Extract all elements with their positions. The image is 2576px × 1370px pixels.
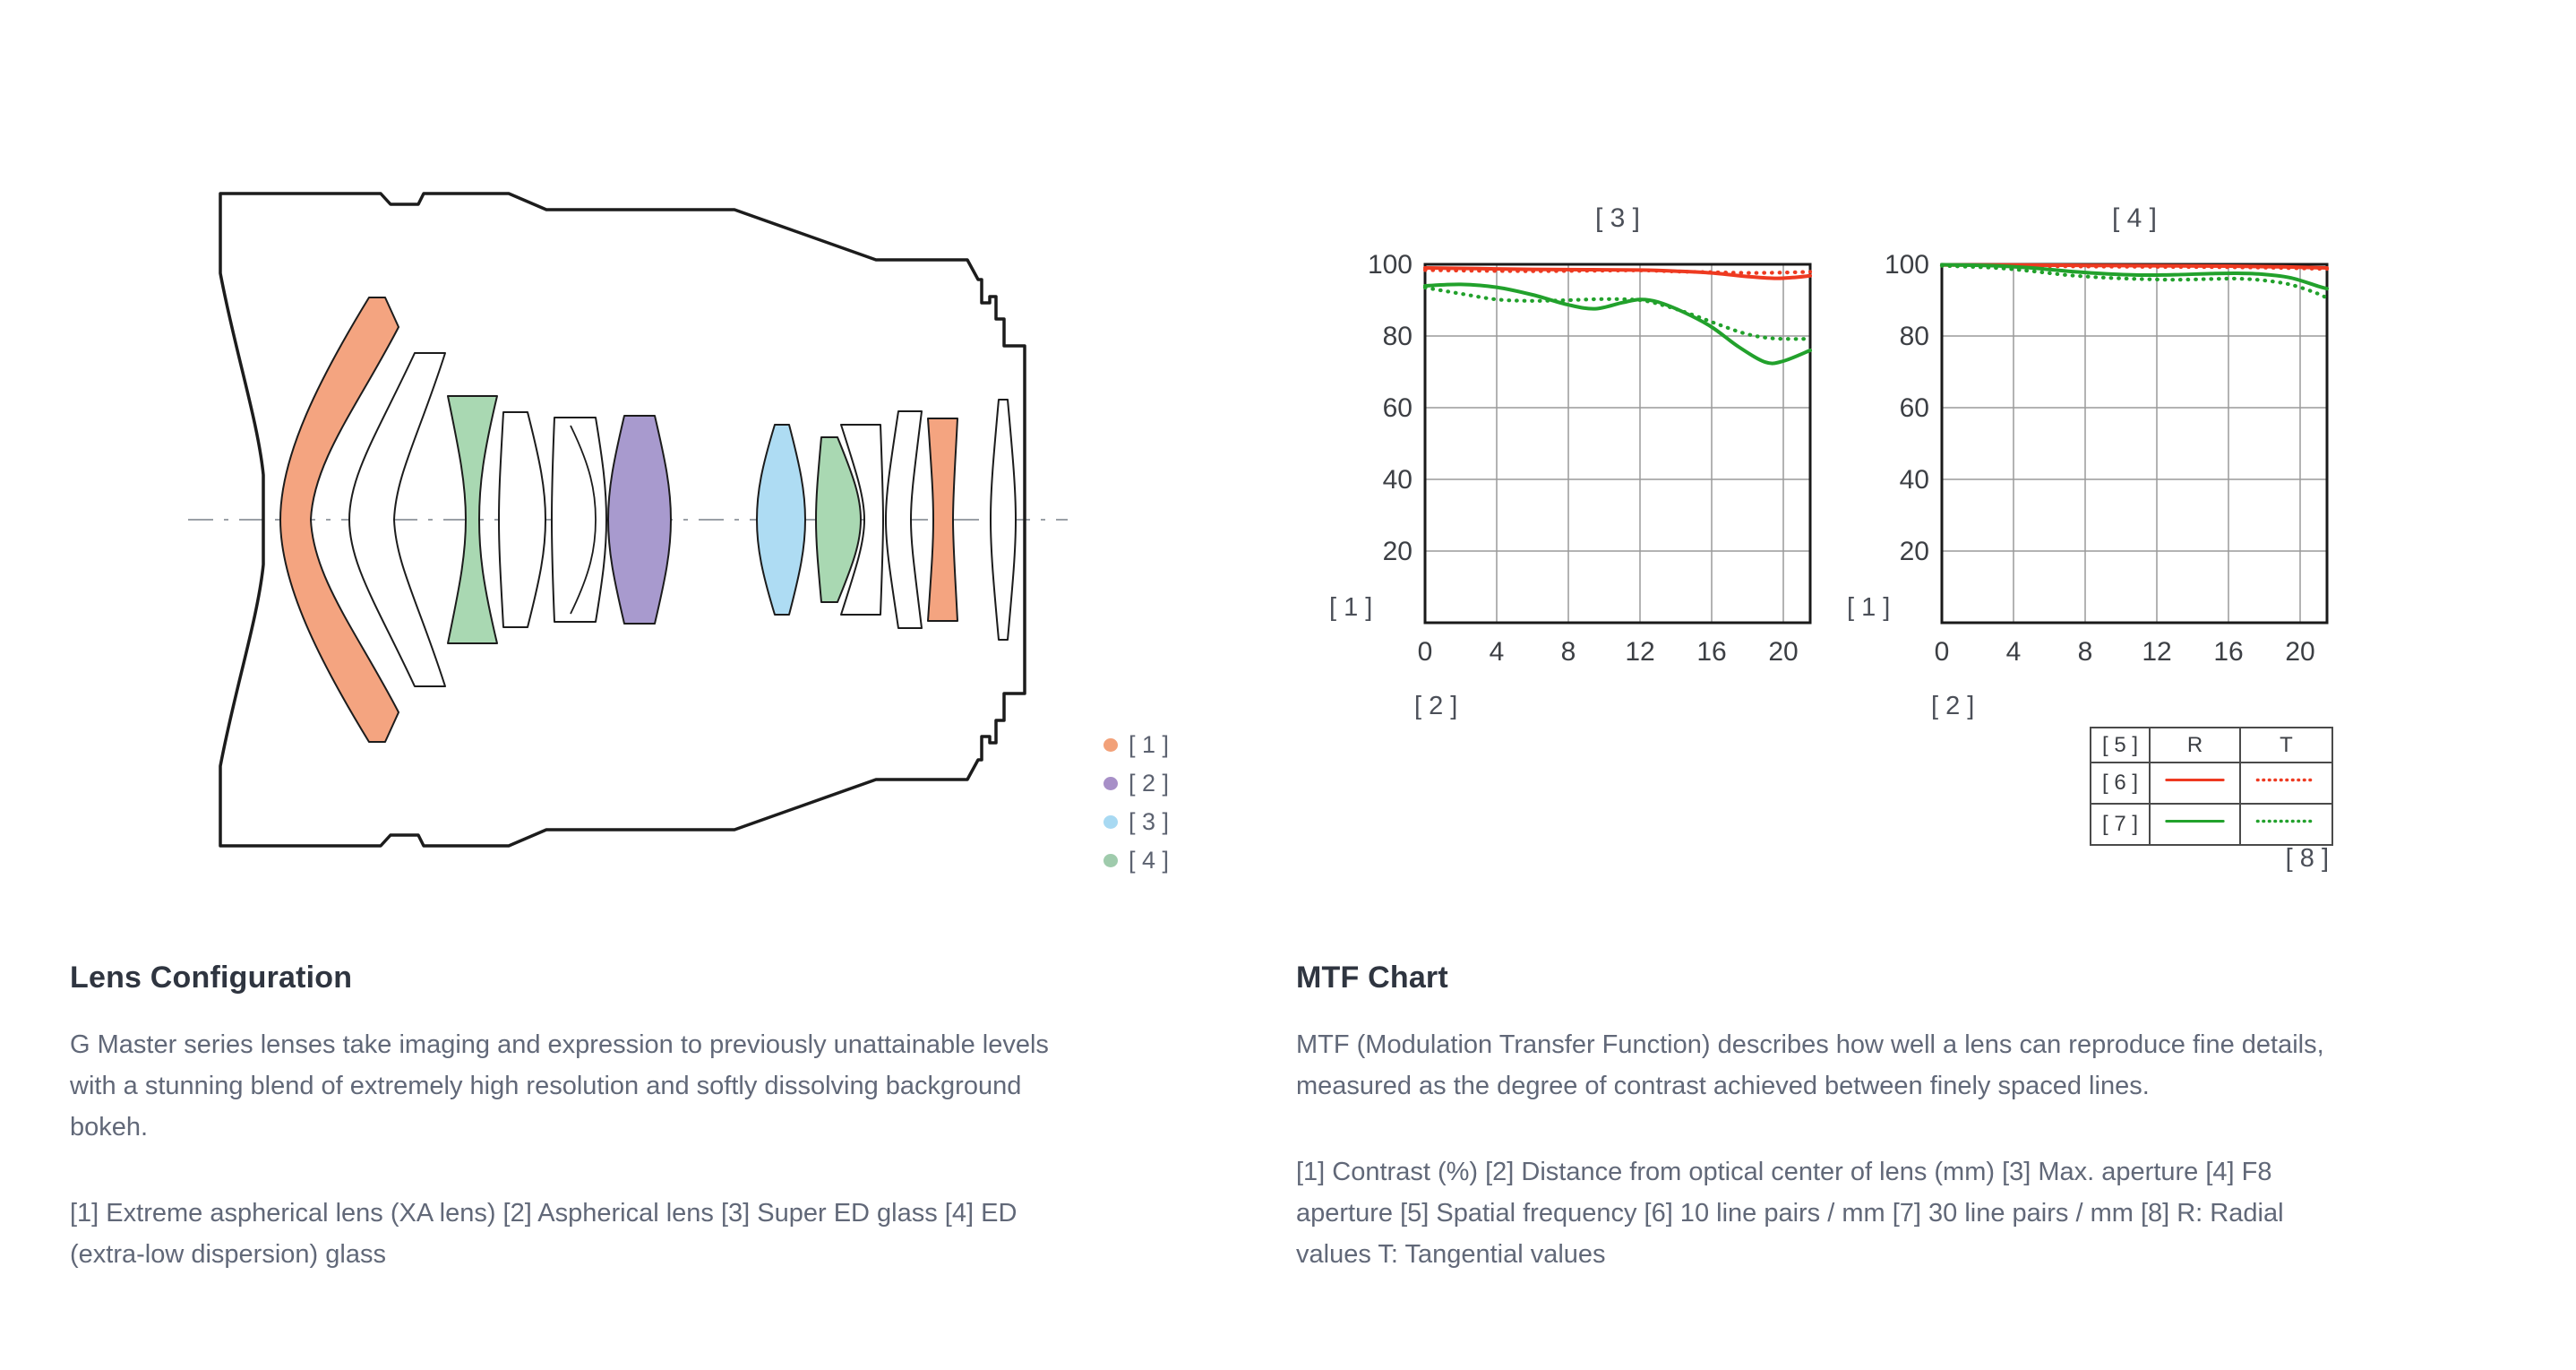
mtf-table-solid-line-sample bbox=[2149, 803, 2241, 846]
y-tick-label: 80 bbox=[1900, 322, 1929, 351]
chart-title: [ 3 ] bbox=[1595, 203, 1640, 233]
mtf-table-header-cell: R bbox=[2149, 727, 2241, 763]
mtf-table-header-cell: T bbox=[2239, 727, 2333, 763]
chart2-y-axis-label: [ 1 ] bbox=[1847, 593, 1891, 622]
mtf-chart-max-aperture: [ 3 ] 20 40 60 80 100 0 4 8 12 16 20 bbox=[1368, 203, 1813, 667]
x-tick-label: 4 bbox=[2006, 637, 2022, 667]
lens-cemented-interface bbox=[570, 425, 597, 615]
chart2-x-axis-label: [ 2 ] bbox=[1931, 692, 1975, 720]
y-tick-label: 100 bbox=[1368, 250, 1413, 280]
y-tick-label: 100 bbox=[1885, 250, 1929, 280]
lens-legend-item: [ 3 ] bbox=[1103, 803, 1169, 841]
y-tick-label: 20 bbox=[1900, 537, 1929, 566]
mtf-table-row-label: [ 7 ] bbox=[2090, 803, 2151, 846]
x-tick-label: 0 bbox=[1418, 637, 1433, 667]
x-tick-label: 0 bbox=[1935, 637, 1950, 667]
legend-dot-icon bbox=[1103, 738, 1118, 752]
x-tick-label: 4 bbox=[1490, 637, 1505, 667]
mtf-table-dotted-line-sample bbox=[2239, 803, 2333, 846]
lens-element-super-ed bbox=[756, 424, 806, 616]
mtf-table-footnote: [ 8 ] bbox=[2285, 844, 2329, 873]
mtf-legend-table: [ 5 ] R T [ 6 ][ 7 ] bbox=[2090, 727, 2333, 846]
lens-cross-section-diagram bbox=[188, 192, 1068, 848]
plot-frame bbox=[1423, 263, 1812, 625]
lens-element-5 bbox=[551, 417, 607, 623]
mtf-chart-f8-aperture: [ 4 ] 20 40 60 80 100 0 4 8 12 16 20 bbox=[1885, 203, 2330, 667]
legend-dot-icon bbox=[1103, 777, 1118, 790]
lens-configuration-key: [1] Extreme aspherical lens (XA lens) [2… bbox=[70, 1199, 1018, 1269]
x-tick-label: 8 bbox=[1561, 637, 1576, 667]
lens-legend-label: [ 2 ] bbox=[1129, 770, 1170, 797]
chart1-y-axis-label: [ 1 ] bbox=[1329, 593, 1373, 622]
curve-r-30-line-pairs-mm bbox=[1940, 263, 2329, 291]
curve-r-10-line-pairs-mm bbox=[1423, 266, 1812, 280]
mtf-chart-description: MTF (Modulation Transfer Function) descr… bbox=[1296, 1030, 2324, 1100]
x-tick-label: 12 bbox=[2142, 637, 2171, 667]
x-tick-label: 12 bbox=[1625, 637, 1654, 667]
y-tick-label: 40 bbox=[1383, 465, 1413, 495]
legend-dot-icon bbox=[1103, 854, 1118, 867]
legend-dot-icon bbox=[1103, 815, 1118, 829]
x-tick-label: 8 bbox=[2078, 637, 2093, 667]
mtf-chart-heading: MTF Chart bbox=[1296, 961, 1448, 995]
lens-element-aspherical bbox=[607, 415, 672, 625]
mtf-table-row-label: [ 6 ] bbox=[2090, 762, 2151, 805]
lens-legend: [ 1 ] [ 2 ] [ 3 ] [ 4 ] bbox=[1103, 726, 1169, 880]
lens-legend-item: [ 1 ] bbox=[1103, 726, 1169, 764]
lens-element-10 bbox=[885, 410, 923, 629]
y-tick-label: 80 bbox=[1383, 322, 1413, 351]
curve-r-30-line-pairs-mm bbox=[1423, 282, 1812, 366]
chart-title: [ 4 ] bbox=[2112, 203, 2157, 233]
x-tick-label: 16 bbox=[1696, 637, 1726, 667]
plot-frame bbox=[1940, 263, 2329, 625]
curve-t-30-line-pairs-mm bbox=[1422, 285, 1813, 341]
lens-element-ed-glass-1 bbox=[447, 395, 498, 644]
lens-legend-item: [ 4 ] bbox=[1103, 841, 1169, 880]
lens-element-ed-glass-2 bbox=[815, 436, 862, 603]
mtf-table-dotted-line-sample bbox=[2239, 762, 2333, 805]
mtf-table-solid-line-sample bbox=[2149, 762, 2241, 805]
y-tick-label: 60 bbox=[1383, 393, 1413, 423]
curve-t-30-line-pairs-mm bbox=[1939, 263, 2330, 301]
mtf-chart-section: MTF Chart MTF (Modulation Transfer Funct… bbox=[1296, 961, 2362, 1275]
lens-legend-label: [ 4 ] bbox=[1129, 847, 1170, 874]
x-tick-label: 20 bbox=[1768, 637, 1798, 667]
lens-configuration-heading: Lens Configuration bbox=[70, 961, 353, 995]
x-tick-label: 16 bbox=[2213, 637, 2243, 667]
lens-element-xa-rear bbox=[927, 418, 958, 622]
lens-element-4 bbox=[498, 411, 546, 628]
y-tick-label: 60 bbox=[1900, 393, 1929, 423]
lens-configuration-section: Lens Configuration G Master series lense… bbox=[70, 961, 1091, 1275]
y-tick-label: 20 bbox=[1383, 537, 1413, 566]
lens-legend-label: [ 3 ] bbox=[1129, 808, 1170, 835]
x-tick-label: 20 bbox=[2285, 637, 2314, 667]
lens-element-meniscus-2 bbox=[348, 352, 446, 687]
lens-element-8 bbox=[840, 424, 884, 616]
y-tick-label: 40 bbox=[1900, 465, 1929, 495]
curve-t-10-line-pairs-mm bbox=[1422, 268, 1813, 275]
lens-legend-item: [ 2 ] bbox=[1103, 764, 1169, 803]
chart1-x-axis-label: [ 2 ] bbox=[1414, 692, 1458, 720]
lens-barrel-outline bbox=[219, 192, 1026, 848]
lens-element-xa-front bbox=[279, 297, 399, 743]
mtf-table-header-cell: [ 5 ] bbox=[2090, 727, 2151, 763]
lens-configuration-description: G Master series lenses take imaging and … bbox=[70, 1030, 1049, 1142]
lens-element-rear bbox=[990, 399, 1017, 641]
mtf-chart-key: [1] Contrast (%) [2] Distance from optic… bbox=[1296, 1158, 2284, 1269]
lens-legend-label: [ 1 ] bbox=[1129, 731, 1170, 758]
